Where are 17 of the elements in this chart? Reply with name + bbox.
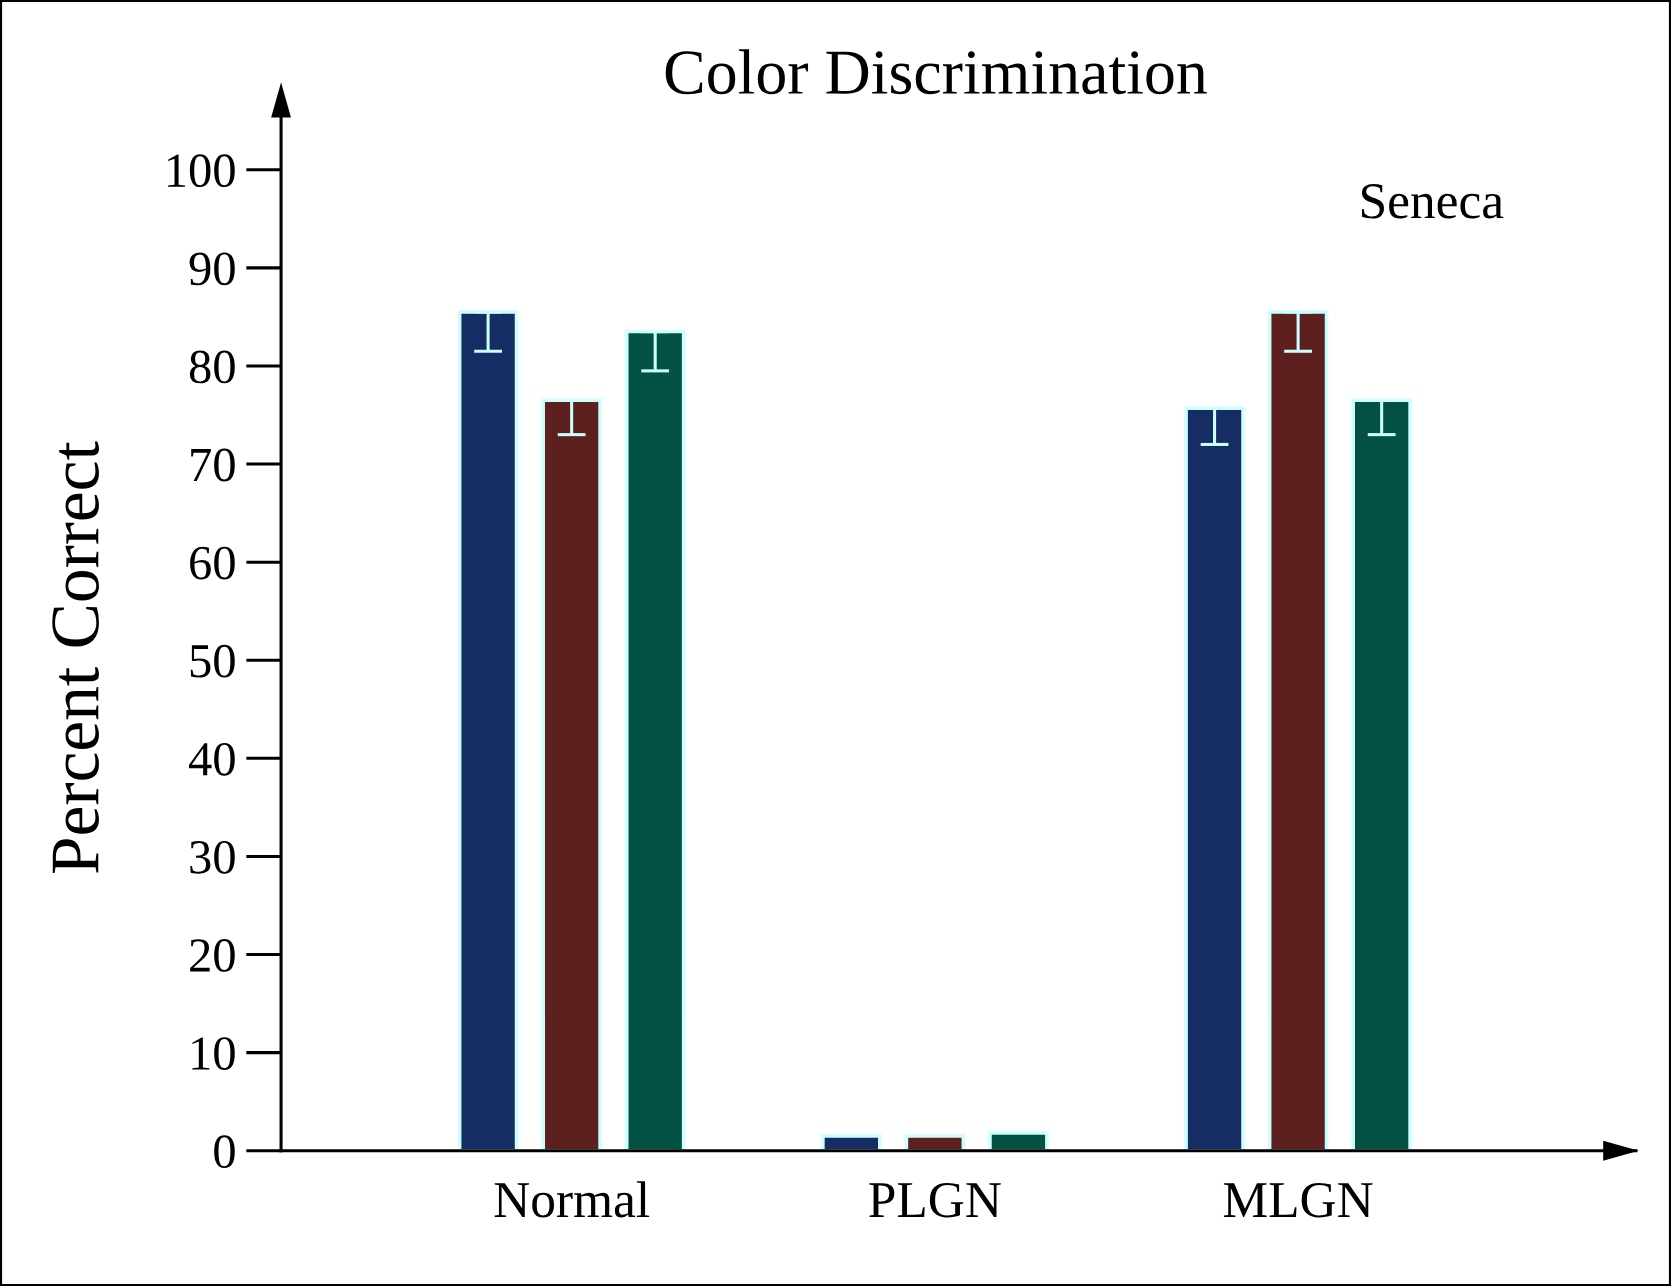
x-tick-label: MLGN — [1223, 1182, 1373, 1218]
y-tick-label: 50 — [190, 644, 235, 678]
y-tick-label: 20 — [190, 939, 235, 972]
x-tick-label: PLGN — [869, 1182, 1001, 1218]
y-tick-label: 70 — [191, 448, 235, 482]
chart-title: Color Discrimination — [665, 49, 1207, 95]
x-tick-label: Normal — [494, 1181, 650, 1218]
y-tick-label: 100 — [167, 154, 235, 188]
y-axis-title: Percent Correct — [52, 441, 99, 874]
y-tick-label: 0 — [214, 1135, 235, 1169]
annotation: Seneca — [1362, 184, 1504, 219]
y-tick-label: 80 — [189, 350, 235, 384]
y-tick-label: 10 — [192, 1037, 235, 1070]
y-tick-label: 60 — [190, 546, 235, 580]
y-tick-label: 90 — [189, 252, 235, 286]
y-tick-label: 40 — [188, 742, 235, 776]
y-tick-label: 30 — [190, 840, 235, 874]
